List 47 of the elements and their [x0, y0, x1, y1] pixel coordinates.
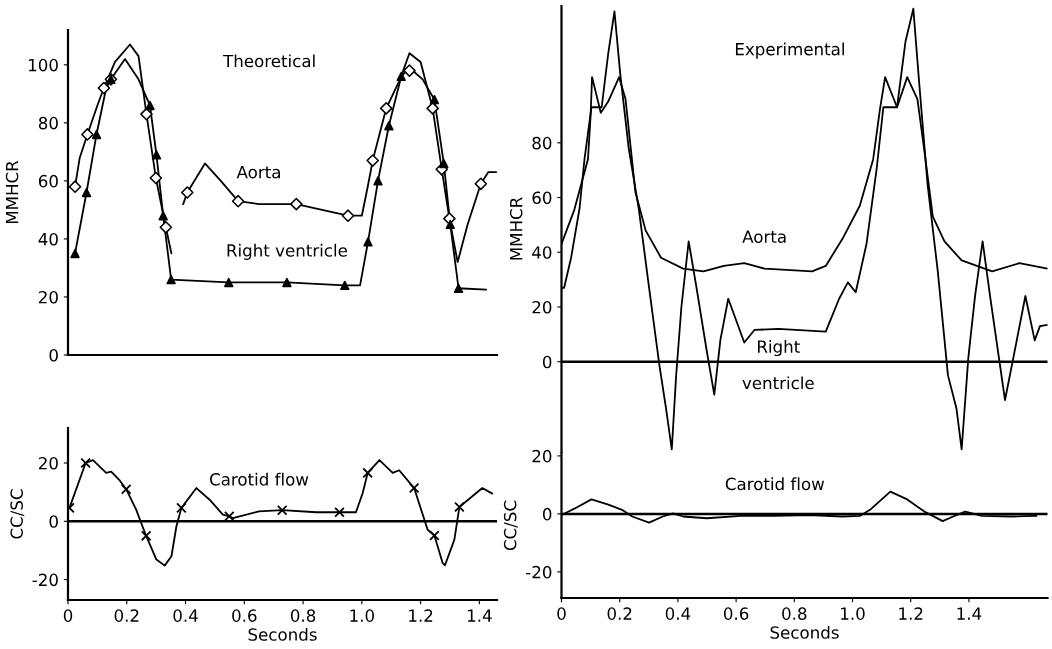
y-tick-label: 100	[28, 58, 58, 72]
x-tick-label: 0.4	[665, 607, 691, 620]
x-tick-label: 1.0	[350, 609, 374, 622]
series-label: Aorta	[742, 230, 786, 243]
x-tick-label: 1.4	[467, 609, 492, 622]
y-tick-label: -20	[526, 565, 552, 579]
x-tick-label: 0.6	[232, 609, 257, 622]
y-tick-label: 0	[49, 348, 58, 362]
series-label: Carotid flow	[725, 477, 825, 491]
x-tick-label: 0.6	[723, 607, 749, 620]
y-axis-title: MMHCR	[5, 160, 19, 224]
x-tick-label: 1.2	[899, 607, 923, 620]
y-tick-label: 20	[532, 449, 552, 463]
x-tick-label: 0	[63, 609, 73, 622]
x-tick-label: 0.4	[173, 609, 198, 622]
x-tick-label: 1.0	[841, 607, 865, 620]
y-tick-label: 40	[38, 232, 58, 246]
text: Experimental	[735, 42, 844, 59]
x-axis-title: Seconds	[770, 625, 839, 639]
y-tick-label: 0	[49, 515, 58, 528]
y-tick-label: 0	[542, 355, 552, 369]
y-tick-label: 60	[532, 191, 552, 205]
text: Right ventricle	[742, 339, 814, 390]
x-tick-label: 0	[557, 607, 566, 620]
y-tick-label: 0	[542, 507, 552, 521]
y-tick-label: 80	[38, 116, 58, 130]
x-tick-label: 0.2	[114, 609, 139, 622]
x-tick-label: 0.8	[782, 607, 807, 620]
x-tick-label: 1.2	[409, 609, 433, 622]
series-label: Aorta	[236, 166, 280, 179]
y-tick-label: 40	[532, 246, 552, 259]
x-tick-label: 1.4	[957, 607, 982, 620]
y-tick-label: 60	[38, 174, 58, 188]
x-tick-label: 0.2	[607, 607, 632, 620]
y-tick-label: 80	[532, 136, 552, 150]
y-axis-title: MMHCR	[509, 197, 523, 260]
y-tick-label: 20	[38, 290, 58, 304]
series-label: Carotid flow	[209, 472, 309, 486]
y-axis-title: CC/SC	[503, 500, 518, 551]
y-tick-label: 20	[532, 300, 552, 314]
x-axis-title: Seconds	[248, 627, 317, 641]
y-tick-label: -20	[32, 573, 58, 587]
series-label: Right ventricle	[227, 243, 347, 260]
y-axis-title: CC/SC	[10, 489, 25, 539]
y-tick-label: 20	[38, 456, 58, 470]
x-tick-label: 0.8	[290, 609, 316, 622]
text: Theoretical	[223, 54, 315, 68]
